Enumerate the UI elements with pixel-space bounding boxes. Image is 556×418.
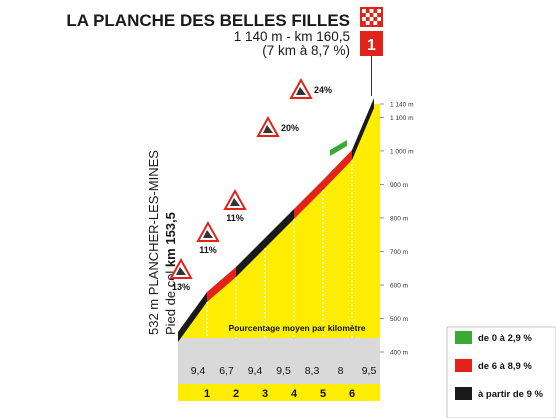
profile-segment bbox=[323, 150, 352, 190]
profile-area bbox=[178, 98, 380, 401]
foot-of-climb-label: Pied de col km 153,5 bbox=[163, 212, 178, 335]
profile-fill bbox=[178, 104, 380, 384]
altitude-tick-label: 700 m bbox=[390, 249, 408, 256]
altitude-tick-label: 1 100 m bbox=[390, 115, 414, 122]
max-gradient-label: 13% bbox=[172, 282, 190, 292]
altitude-tick-label: 900 m bbox=[390, 182, 408, 189]
profile-segment bbox=[352, 98, 374, 160]
segment-gradient-labels: 9,4 6,7 9,4 9,5 8,3 8 9,5 bbox=[191, 365, 377, 377]
km-strip bbox=[178, 384, 380, 401]
max-gradient-label: 11% bbox=[199, 245, 217, 255]
profile-segment bbox=[265, 209, 294, 248]
altitude-tick-label: 1 140 m bbox=[390, 102, 414, 109]
segment-gradient-label: 8,3 bbox=[305, 365, 320, 377]
avg-gradient-caption: Pourcentage moyen par kilomètre bbox=[229, 323, 366, 333]
legend-swatch bbox=[455, 359, 472, 372]
max-gradient-markers: 13% 11% 11% 20% 24% bbox=[169, 77, 332, 292]
start-town-label: 532 m PLANCHER-LES-MINES bbox=[146, 150, 161, 335]
warning-triangle-icon bbox=[196, 220, 220, 242]
legend-swatch bbox=[455, 387, 472, 400]
legend: de 0 à 2,9 % de 6 à 8,9 % à partir de 9 % bbox=[446, 326, 556, 418]
km-label: 5 bbox=[320, 388, 326, 400]
legend-label: de 6 à 8,9 % bbox=[478, 361, 532, 372]
km-label: 1 bbox=[204, 388, 210, 400]
km-label: 4 bbox=[291, 388, 298, 400]
segment-gradient-label: 9,5 bbox=[362, 365, 377, 377]
profile-segment-flat bbox=[330, 140, 347, 156]
category-badge: 1 bbox=[360, 31, 383, 56]
km-axis: 1 2 3 4 5 6 bbox=[204, 388, 355, 400]
chart-title: LA PLANCHE DES BELLES FILLES bbox=[66, 11, 350, 30]
altitude-axis: 400 m 500 m 600 m 700 m 800 m 900 m 1 000 m 1 1… bbox=[380, 102, 414, 357]
legend-label: de 0 à 2,9 % bbox=[478, 333, 532, 344]
warning-triangle-icon bbox=[289, 77, 313, 99]
profile-segment bbox=[207, 267, 236, 302]
profile-segment bbox=[178, 292, 207, 342]
profile-segment bbox=[236, 238, 265, 277]
warning-triangle-icon bbox=[223, 188, 247, 210]
altitude-tick-label: 800 m bbox=[390, 215, 408, 222]
category-number: 1 bbox=[367, 37, 376, 54]
max-gradient-label: 20% bbox=[281, 123, 299, 133]
chart-subtitle-length: (7 km à 8,7 %) bbox=[262, 43, 350, 58]
legend-label: à partir de 9 % bbox=[478, 389, 543, 400]
altitude-tick-label: 600 m bbox=[390, 282, 408, 289]
segment-gradient-label: 8 bbox=[338, 365, 344, 377]
segment-gradient-label: 9,5 bbox=[276, 365, 291, 377]
altitude-tick-label: 400 m bbox=[390, 350, 408, 357]
max-gradient-label: 11% bbox=[226, 213, 244, 223]
finish-flag-icon bbox=[360, 7, 383, 27]
warning-triangle-icon bbox=[256, 115, 280, 137]
legend-swatch bbox=[455, 331, 472, 344]
max-gradient-label: 24% bbox=[314, 85, 332, 95]
segment-gradient-label: 6,7 bbox=[219, 365, 234, 377]
km-label: 6 bbox=[349, 388, 355, 400]
km-label: 3 bbox=[262, 388, 268, 400]
altitude-tick-label: 500 m bbox=[390, 316, 408, 323]
segment-gradient-label: 9,4 bbox=[248, 365, 263, 377]
chart-subtitle-altitude: 1 140 m - km 160,5 bbox=[234, 29, 350, 44]
profile-segment bbox=[294, 180, 323, 219]
km-label: 2 bbox=[233, 388, 239, 400]
altitude-tick-label: 1 000 m bbox=[390, 148, 414, 155]
segment-gradient-label: 9,4 bbox=[191, 365, 206, 377]
profile-base bbox=[178, 338, 380, 384]
warning-triangle-icon bbox=[169, 257, 193, 279]
side-label-start: 532 m PLANCHER-LES-MINES Pied de col km … bbox=[146, 150, 178, 335]
